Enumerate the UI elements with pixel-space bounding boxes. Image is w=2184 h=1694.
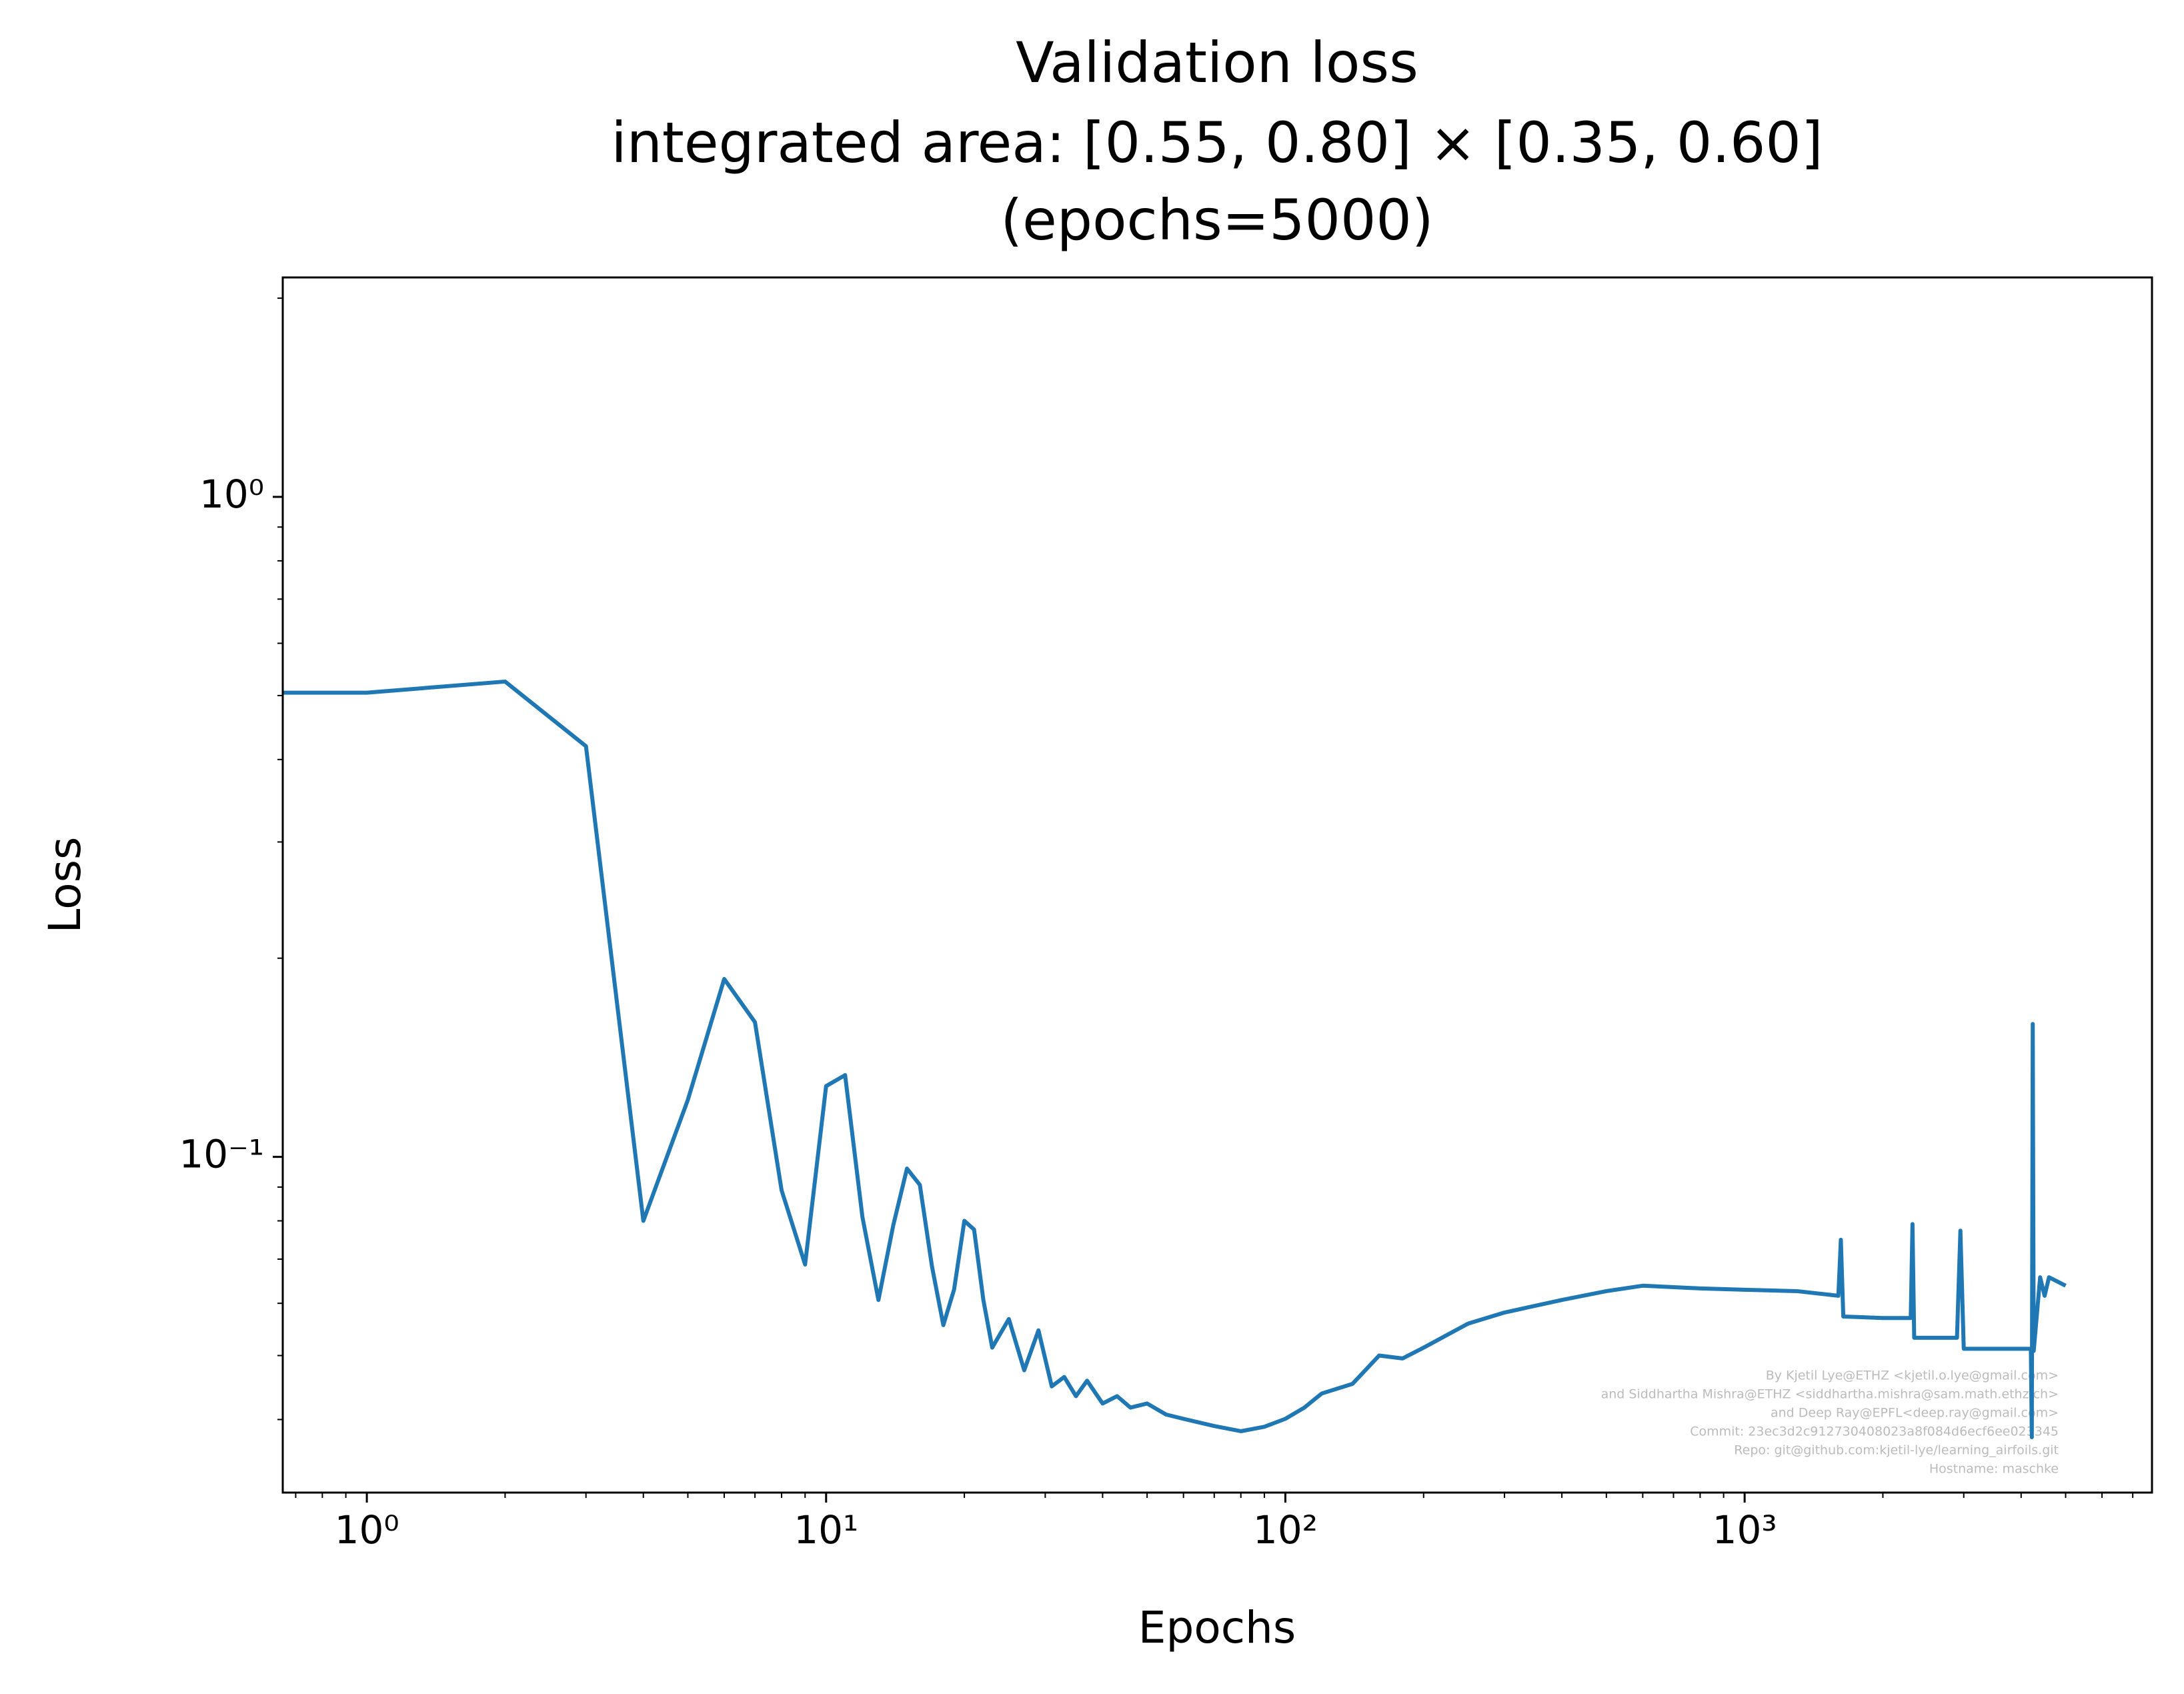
chart-title: (epochs=5000): [1000, 187, 1433, 253]
annotation: Repo: git@github.com:kjetil-lye/learning…: [1734, 1443, 2059, 1458]
y-tick-label: 10⁻¹: [179, 1132, 264, 1177]
x-axis-label: Epochs: [1138, 1602, 1296, 1653]
annotation: Hostname: maschke: [1929, 1462, 2059, 1477]
data-line: [283, 679, 2067, 1440]
y-tick-label: 10⁰: [199, 472, 264, 517]
x-tick-label: 10¹: [794, 1507, 858, 1553]
y-axis-label: Loss: [39, 837, 91, 934]
plot-frame: [281, 276, 2153, 1494]
chart-title: integrated area: [0.55, 0.80] × [0.35, 0…: [611, 110, 1823, 175]
annotation: and Siddhartha Mishra@ETHZ <siddhartha.m…: [1601, 1387, 2059, 1402]
x-tick-label: 10⁰: [335, 1507, 399, 1553]
x-tick-label: 10³: [1713, 1507, 1777, 1553]
x-tick-label: 10²: [1253, 1507, 1318, 1553]
annotation: Commit: 23ec3d2c912730408023a8f084d6ecf6…: [1690, 1425, 2059, 1439]
annotation: and Deep Ray@EPFL<deep.ray@gmail.com>: [1771, 1406, 2059, 1421]
chart-title: Validation loss: [1016, 30, 1418, 95]
annotation: By Kjetil Lye@ETHZ <kjetil.o.lye@gmail.c…: [1766, 1369, 2059, 1383]
